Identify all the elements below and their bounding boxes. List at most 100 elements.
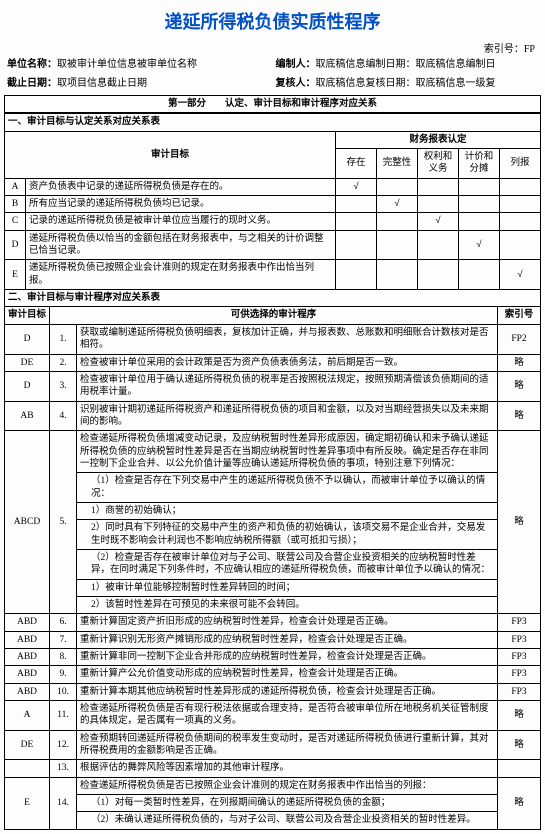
index-line: 索引号：FP (4, 40, 541, 55)
t1-check: √ (377, 196, 418, 213)
t2-text: 重新计算识别无形资产摊销形成的应纳税暂时性差异，检查会计处理是否正确。 (77, 631, 498, 648)
t2-text: 重新计算固定资产折旧形成的应纳税暂时性差异，检查会计处理是否正确。 (77, 614, 498, 631)
t1-check (500, 230, 541, 260)
t1-check (500, 213, 541, 230)
t2-ref: ABD (5, 683, 50, 700)
t1-check: √ (336, 178, 377, 195)
t2-idx: FP3 (498, 614, 541, 631)
t2-idx: 略 (498, 371, 541, 401)
t1-check (459, 260, 500, 290)
t2-num: 10. (50, 683, 77, 700)
t2-num: 3. (50, 371, 77, 401)
t2-ref: D (5, 324, 50, 354)
t2-num: 13. (50, 760, 77, 777)
t2-idx: 略 (498, 777, 541, 829)
table-2: 二、审计目标与审计程序对应关系表审计目标可供选择的审计程序索引号 D1.获取或编制… (4, 289, 541, 830)
part1-header-table: 第一部分 认定、审计目标和审计程序对应关系 (4, 95, 541, 113)
t2-col-idx: 索引号 (498, 307, 541, 324)
t1-check: √ (418, 213, 459, 230)
table-1: 一、审计目标与认定关系对应关系表审计目标财务报表认定存在完整性权利和义务计价和分… (4, 113, 541, 290)
t2-col-target: 审计目标 (5, 307, 50, 324)
t2-idx: FP2 (498, 324, 541, 354)
t2-ref: D (5, 371, 50, 401)
t2-sub: 2）同时具有下列特征的交易中产生的资产和负债的初始确认，该项交易不是企业合并，交… (77, 520, 498, 550)
t1-col-0: 存在 (336, 149, 377, 179)
t2-idx: FP3 (498, 666, 541, 683)
preparer-label: 编制人： (276, 59, 316, 70)
t2-col-proc: 可供选择的审计程序 (50, 307, 498, 324)
t2-sub: （1）检查是否存在下列交易中产生的递延所得税负债不予以确认，而被审计单位予以确认… (77, 473, 498, 503)
t2-sub: （2）检查是否存在被审计单位对与子公司、联营公司及合营企业投资相关的应纳税暂时性… (77, 549, 498, 579)
t2-idx: FP3 (498, 649, 541, 666)
t2-idx: FP3 (498, 631, 541, 648)
t1-check (418, 178, 459, 195)
t1-check (418, 260, 459, 290)
t1-check (336, 260, 377, 290)
t2-text: 重新计算产公允价值变动形成的应纳税暂时性差异，检查会计处理是否正确。 (77, 666, 498, 683)
t2-idx: 略 (498, 401, 541, 431)
t1-col-3: 计价和分摊 (459, 149, 500, 179)
t2-idx: FP3 (498, 683, 541, 700)
t1-check (336, 196, 377, 213)
t1-check (336, 230, 377, 260)
t1-check (418, 196, 459, 213)
t1-col-1: 完整性 (377, 149, 418, 179)
sectionA-title: 一、审计目标与认定关系对应关系表 (5, 114, 541, 131)
t2-sub: （1）对每一类暂时性差异，在列报期间确认的递延所得税负债的金额； (77, 795, 498, 812)
t2-text: 重新计算本期其他应纳税暂时性差异形成的递延所得税负债，检查会计处理是否正确。 (77, 683, 498, 700)
t1-row-code: C (5, 213, 26, 230)
t2-ref: ABD (5, 649, 50, 666)
sectionB-title: 二、审计目标与审计程序对应关系表 (5, 290, 541, 307)
t2-ref: ABCD (5, 431, 50, 614)
t1-row-code: A (5, 178, 26, 195)
t2-num: 8. (50, 649, 77, 666)
meta-table: 单位名称：取被审计单位信息被审单位名称 编制人：取底稿信息编制日期：取底稿信息编… (4, 55, 541, 93)
t1-check (336, 213, 377, 230)
t2-num: 7. (50, 631, 77, 648)
t2-ref: E (5, 777, 50, 829)
t2-ref: A (5, 701, 50, 731)
t2-sub: 1）商誉的初始确认； (77, 502, 498, 519)
t1-check (418, 230, 459, 260)
t2-num: 1. (50, 324, 77, 354)
t1-check (459, 178, 500, 195)
t2-idx: 略 (498, 730, 541, 760)
t2-text: 根据评估的舞弊风险等因素增加的其他审计程序。 (77, 760, 498, 777)
t1-col-fin: 财务报表认定 (336, 131, 541, 148)
unit-label: 单位名称： (7, 59, 57, 70)
reviewer-value: 取底稿信息复核日期：取底稿信息一级复 (316, 78, 496, 89)
cutoff-value: 取项目信息截止日期 (57, 78, 147, 89)
t2-ref: AB (5, 401, 50, 431)
t2-text: 检查被审计单位采用的会计政策是否为资产负债表债务法，前后期是否一致。 (77, 354, 498, 371)
preparer-value: 取底稿信息编制日期：取底稿信息编制日 (316, 59, 496, 70)
t2-num: 5. (50, 431, 77, 614)
t2-ref: ABD (5, 631, 50, 648)
index-label: 索引号： (484, 44, 524, 55)
t2-ref: DE (5, 354, 50, 371)
part1-header: 第一部分 认定、审计目标和审计程序对应关系 (5, 96, 541, 113)
reviewer-label: 复核人： (276, 78, 316, 89)
t1-row-text: 资产负债表中记录的递延所得税负债是存在的。 (26, 178, 336, 195)
unit-value: 取被审计单位信息被审单位名称 (57, 59, 197, 70)
t2-text: 检查递延所得税负债是否有现行税法依据或合理支持，是否符合被审单位所在地税务机关征… (77, 701, 498, 731)
t2-idx: 略 (498, 354, 541, 371)
page-title: 递延所得税负债实质性程序 (4, 8, 541, 34)
t2-text: 获取或编制递延所得税负债明细表，复核加计正确，并与报表数、总账数和明细账合计数核… (77, 324, 498, 354)
t1-check (459, 196, 500, 213)
index-value: FP (524, 44, 535, 55)
t2-text: 检查递延所得税负债增减变动记录，及应纳税暂时性差异形成原因，确定期初确认和未予确… (77, 431, 498, 473)
t2-num: 14. (50, 777, 77, 829)
t1-check (377, 178, 418, 195)
t2-idx: 略 (498, 431, 541, 614)
t1-row-text: 记录的递延所得税负债是被审计单位应当履行的现时义务。 (26, 213, 336, 230)
t2-ref: DE (5, 730, 50, 760)
cutoff-label: 截止日期： (7, 78, 57, 89)
t1-row-text: 所有应当记录的递延所得税负债均已记录。 (26, 196, 336, 213)
t1-row-text: 递延所得税负债以恰当的金额包括在财务报表中，与之相关的计价调整已恰当记录。 (26, 230, 336, 260)
t2-sub: 2）该暂时性差异在可预见的未来很可能不会转回。 (77, 597, 498, 614)
t1-check: √ (500, 260, 541, 290)
t1-check (377, 230, 418, 260)
t2-idx (498, 760, 541, 777)
t2-sub: 1）被审计单位能够控制暂时性差异转回的时间； (77, 579, 498, 596)
t1-row-code: D (5, 230, 26, 260)
